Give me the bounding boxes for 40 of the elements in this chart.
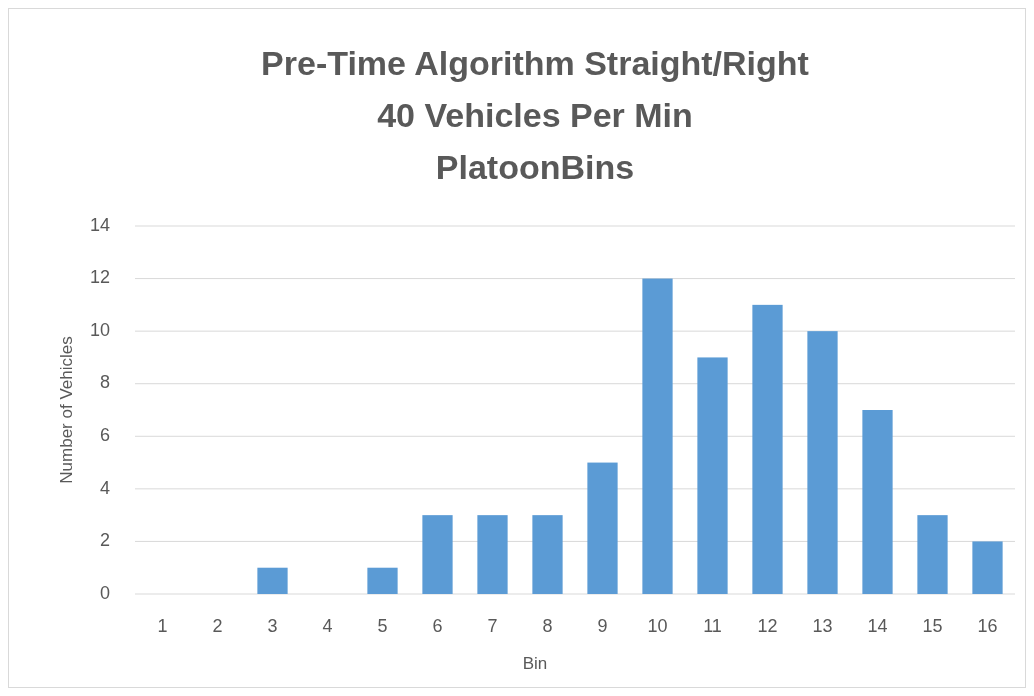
x-tick-label: 6 bbox=[432, 615, 443, 636]
x-tick-label: 13 bbox=[812, 615, 833, 636]
x-tick-label: 7 bbox=[487, 615, 498, 636]
bar bbox=[587, 462, 618, 594]
x-tick-label: 9 bbox=[597, 615, 608, 636]
y-tick-label: 10 bbox=[89, 319, 110, 340]
bar bbox=[422, 515, 453, 594]
y-axis-title: Number of Vehicles bbox=[57, 336, 77, 484]
bar bbox=[917, 515, 948, 594]
y-tick-label: 2 bbox=[99, 530, 110, 551]
x-tick-label: 16 bbox=[977, 615, 998, 636]
bar bbox=[642, 278, 673, 594]
y-tick-label: 6 bbox=[99, 425, 110, 446]
x-tick-label: 8 bbox=[542, 615, 553, 636]
bar bbox=[477, 515, 508, 594]
y-tick-label: 12 bbox=[89, 267, 110, 288]
bar bbox=[367, 567, 398, 594]
bar bbox=[257, 567, 288, 594]
bar bbox=[862, 410, 893, 594]
x-tick-label: 10 bbox=[647, 615, 668, 636]
y-tick-label: 4 bbox=[99, 477, 110, 498]
chart-title: Pre-Time Algorithm Straight/Right 40 Vehicles Per Min PlatoonBins bbox=[261, 43, 809, 186]
bar bbox=[807, 331, 838, 594]
x-tick-label: 4 bbox=[322, 615, 333, 636]
x-tick-label: 3 bbox=[267, 615, 278, 636]
x-tick-label: 5 bbox=[377, 615, 388, 636]
x-tick-label: 2 bbox=[212, 615, 223, 636]
bar bbox=[752, 304, 783, 594]
bar bbox=[697, 357, 728, 594]
x-tick-label: 12 bbox=[757, 615, 778, 636]
x-tick-label: 11 bbox=[703, 615, 722, 636]
bar bbox=[532, 515, 563, 594]
x-tick-label: 15 bbox=[922, 615, 943, 636]
y-tick-label: 0 bbox=[99, 582, 110, 603]
bar bbox=[972, 541, 1003, 594]
x-tick-label: 14 bbox=[867, 615, 888, 636]
x-tick-label: 1 bbox=[157, 615, 168, 636]
y-tick-label: 8 bbox=[99, 372, 110, 393]
y-tick-label: 14 bbox=[89, 214, 110, 235]
x-axis-title: Bin bbox=[522, 654, 548, 674]
